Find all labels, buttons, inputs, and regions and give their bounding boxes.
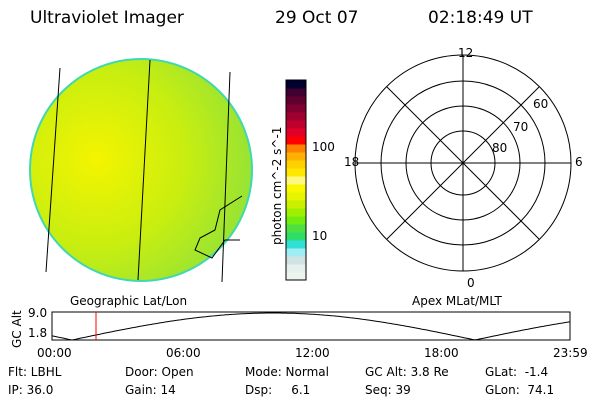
colorbar-segment: [286, 104, 306, 113]
polar-grid: [354, 54, 572, 272]
colorbar-segment: [286, 168, 306, 177]
gain-status: Gain: 14: [125, 383, 176, 397]
colorbar-segment: [286, 208, 306, 217]
glat-status: GLat: -1.4: [485, 365, 549, 379]
dsp-status: Dsp: 6.1: [245, 383, 311, 397]
globe-caption: Geographic Lat/Lon: [70, 294, 188, 308]
colorbar-segment: [286, 144, 306, 153]
polar-label-6: 6: [575, 155, 583, 169]
colorbar: [285, 79, 307, 281]
gc-alt-status: GC Alt: 3.8 Re: [365, 365, 449, 379]
longitude-lines: [45, 59, 231, 283]
colorbar-segment: [286, 192, 306, 201]
colorbar-tick: 100: [312, 140, 335, 154]
colorbar-segment: [286, 152, 306, 161]
colorbar-segment: [286, 200, 306, 209]
time-label: 02:18:49 UT: [428, 8, 533, 28]
colorbar-segment: [286, 224, 306, 233]
polar-caption: Apex MLat/MLT: [412, 294, 502, 308]
polar-label-12: 12: [458, 46, 474, 60]
colorbar-segment: [286, 256, 306, 265]
altitude-plot: [51, 311, 571, 341]
alt-xtick: 06:00: [166, 346, 201, 360]
colorbar-segment: [286, 240, 306, 249]
polar-label-0: 0: [467, 276, 475, 290]
colorbar-segment: [286, 232, 306, 241]
alt-xtick: 00:00: [37, 346, 72, 360]
colorbar-segment: [286, 248, 306, 257]
glon-status: GLon: 74.1: [485, 383, 555, 397]
colorbar-segment: [286, 112, 306, 121]
colorbar-segment: [286, 272, 306, 281]
instrument-title: Ultraviolet Imager: [30, 8, 184, 28]
colorbar-segment: [286, 184, 306, 193]
colorbar-frame: [285, 79, 307, 281]
colorbar-segment: [286, 88, 306, 97]
alt-ytick: 9.0: [28, 306, 48, 320]
coastline: [194, 195, 243, 259]
ip-status: IP: 36.0: [8, 383, 54, 397]
filter-status: Flt: LBHL: [8, 365, 62, 379]
polar-label-18: 18: [344, 155, 360, 169]
colorbar-segment: [286, 136, 306, 145]
mode-status: Mode: Normal: [245, 365, 329, 379]
colorbar-segment: [286, 120, 306, 129]
ring-label-70: 70: [513, 120, 529, 134]
date-label: 29 Oct 07: [275, 8, 359, 28]
alt-ylabel: GC Alt: [10, 310, 24, 348]
colorbar-segment: [286, 80, 306, 89]
door-status: Door: Open: [125, 365, 194, 379]
ring-label-60: 60: [533, 97, 549, 111]
colorbar-label: photon cm^-2 s^-1: [270, 126, 284, 245]
seq-status: Seq: 39: [365, 383, 411, 397]
ring-label-80: 80: [492, 141, 508, 155]
colorbar-segment: [286, 176, 306, 185]
alt-xtick: 23:59: [553, 346, 588, 360]
alt-xtick: 12:00: [295, 346, 330, 360]
earth-image: [29, 58, 253, 283]
colorbar-segment: [286, 160, 306, 169]
colorbar-segment: [286, 128, 306, 137]
altitude-curve: [51, 312, 571, 341]
colorbar-segment: [286, 264, 306, 273]
colorbar-segment: [286, 216, 306, 225]
colorbar-tick: 10: [312, 229, 328, 243]
colorbar-segment: [286, 96, 306, 105]
alt-xtick: 18:00: [424, 346, 459, 360]
alt-ytick: 1.8: [28, 326, 48, 340]
